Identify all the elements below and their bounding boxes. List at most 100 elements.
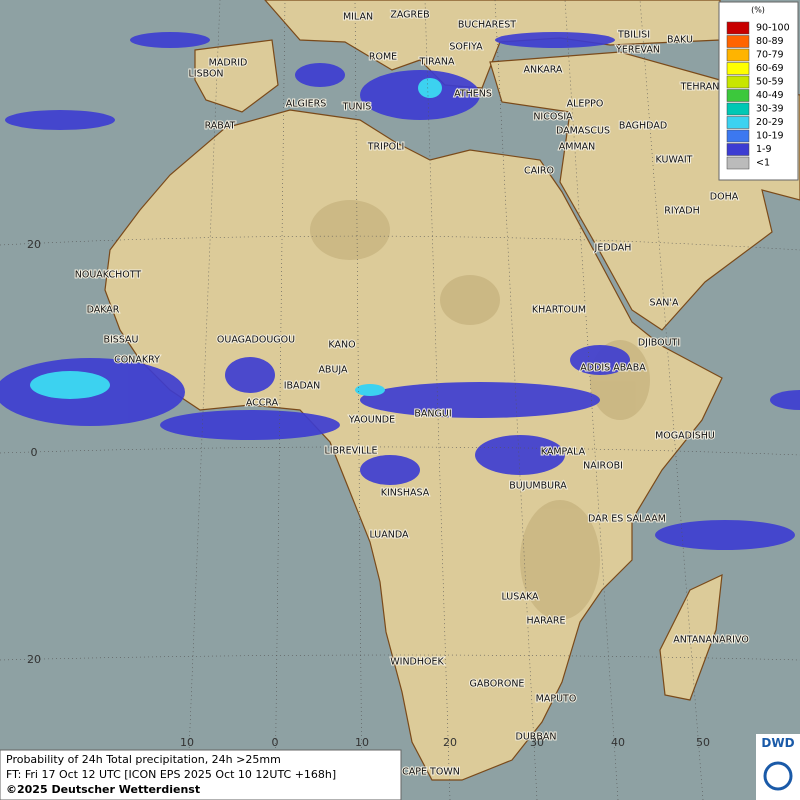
legend-label: 30-39 <box>756 104 784 115</box>
legend-label: 70-79 <box>756 50 784 61</box>
city-label: BUJUMBURA <box>509 481 567 492</box>
city-label: WINDHOEK <box>390 657 444 668</box>
precipitation <box>0 32 800 550</box>
logo-icon <box>763 761 793 791</box>
logo: DWD <box>761 736 794 750</box>
city-label: ATHENS <box>454 89 492 100</box>
city-label: ROME <box>369 52 397 63</box>
legend-label: 50-59 <box>756 77 784 88</box>
city-label: BAKU <box>667 35 693 46</box>
city-label: CONAKRY <box>114 355 160 366</box>
legend-label: 1-9 <box>756 144 772 155</box>
city-label: JEDDAH <box>594 243 632 254</box>
legend-swatch <box>726 75 750 89</box>
city-label: LUANDA <box>369 530 409 541</box>
city-label: HARARE <box>527 616 566 627</box>
legend-label: 80-89 <box>756 36 784 47</box>
city-label: SOFIYA <box>449 42 483 53</box>
city-label: BAGHDAD <box>619 121 667 132</box>
city-label: ADDIS ABABA <box>580 363 646 374</box>
city-label: TIRANA <box>419 57 455 68</box>
legend-swatch <box>726 89 750 102</box>
city-label: DOHA <box>710 192 739 203</box>
legend-label: <1 <box>756 158 770 169</box>
city-label: TRIPOLI <box>367 142 405 153</box>
legend-swatch <box>726 129 750 143</box>
latitude-label: 20 <box>27 653 41 666</box>
city-label: KANO <box>328 340 355 351</box>
legend-swatch <box>726 21 750 35</box>
longitude-label: 30 <box>530 736 544 749</box>
city-label: MILAN <box>343 12 373 23</box>
city-label: KUWAIT <box>656 155 693 166</box>
city-label: NICOSIA <box>533 112 573 123</box>
city-label: KAMPALA <box>541 447 586 458</box>
latitude-label: 0 <box>31 446 38 459</box>
precipitation-high <box>30 78 442 399</box>
city-label: BANGUI <box>414 409 451 420</box>
legend-label: 40-49 <box>756 90 784 101</box>
city-label: ANKARA <box>524 65 563 76</box>
legend-swatch <box>726 62 750 75</box>
city-label: DAMASCUS <box>556 126 610 137</box>
city-label: LISBON <box>188 69 223 80</box>
city-label: AMMAN <box>559 142 596 153</box>
city-labels: MILAN ZAGREB BUCHAREST TBILISI BAKU MADRID ROM… <box>74 9 750 779</box>
city-label: NAIROBI <box>583 461 623 472</box>
legend-title: (%) <box>751 6 765 15</box>
footer-box <box>0 749 402 800</box>
terrain <box>310 200 650 620</box>
city-label: MOGADISHU <box>655 431 715 442</box>
city-label: YAOUNDE <box>348 415 395 426</box>
city-label: DURBAN <box>516 732 557 743</box>
city-label: OUAGADOUGOU <box>217 335 295 346</box>
city-label: ALEPPO <box>567 99 604 110</box>
city-label: ZAGREB <box>390 10 429 21</box>
city-label: LUSAKA <box>501 592 539 603</box>
legend-label: 10-19 <box>756 131 784 142</box>
city-label: MADRID <box>209 58 248 69</box>
footer-line: FT: Fri 17 Oct 12 UTC [ICON EPS 2025 Oct… <box>6 768 336 781</box>
city-label: ALGIERS <box>286 99 327 110</box>
legend: (%) 90-100 80-89 70-79 60-69 50-59 40-49 30-39… <box>718 1 799 181</box>
legend-swatch <box>726 102 750 116</box>
city-label: RABAT <box>205 121 236 132</box>
city-label: MAPUTO <box>536 694 577 705</box>
longitude-label: 10 <box>180 736 194 749</box>
grid-labels: 20 0 20 10 0 10 20 30 40 50 <box>27 238 710 749</box>
city-label: IBADAN <box>284 381 321 392</box>
longitude-label: 0 <box>272 736 279 749</box>
legend-label: 20-29 <box>756 117 784 128</box>
city-label: ANTANANARIVO <box>673 635 749 646</box>
longitude-label: 50 <box>696 736 710 749</box>
footer-line: Probability of 24h Total precipitation, … <box>6 753 281 766</box>
legend-swatch <box>726 35 750 48</box>
city-label: GABORONE <box>470 679 525 690</box>
legend-swatch <box>726 116 750 129</box>
city-label: TEHRAN <box>680 82 720 93</box>
city-label: BISSAU <box>103 335 138 346</box>
footer-line: ©2025 Deutscher Wetterdienst <box>6 783 200 796</box>
city-label: BUCHAREST <box>458 20 516 31</box>
city-label: CAPE TOWN <box>402 767 460 778</box>
city-label: DAKAR <box>87 305 120 316</box>
legend-swatch <box>726 143 750 156</box>
longitude-label: 10 <box>355 736 369 749</box>
city-label: DAR ES SALAAM <box>588 514 666 525</box>
city-label: TUNIS <box>342 102 372 113</box>
city-label: CAIRO <box>524 166 554 177</box>
city-label: KHARTOUM <box>532 305 586 316</box>
city-label: ACCRA <box>246 398 279 409</box>
city-label: LIBREVILLE <box>324 446 377 457</box>
latitude-label: 20 <box>27 238 41 251</box>
city-label: YEREVAN <box>615 45 660 56</box>
city-label: DJIBOUTI <box>638 338 680 349</box>
longitude-label: 20 <box>443 736 457 749</box>
legend-label: 90-100 <box>756 23 790 34</box>
city-label: TBILISI <box>617 30 650 41</box>
city-label: KINSHASA <box>381 488 430 499</box>
longitude-label: 40 <box>611 736 625 749</box>
city-label: NOUAKCHOTT <box>75 270 142 281</box>
